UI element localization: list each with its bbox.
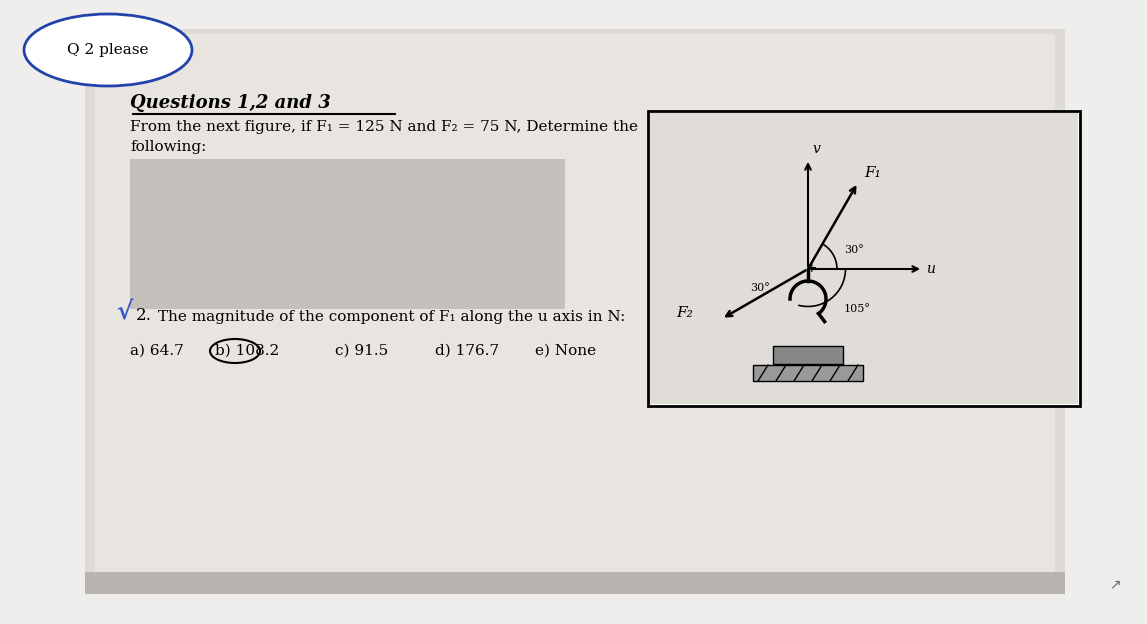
Text: 105°: 105° bbox=[844, 304, 871, 314]
FancyBboxPatch shape bbox=[95, 34, 1055, 584]
Text: 2.: 2. bbox=[136, 307, 151, 324]
FancyBboxPatch shape bbox=[130, 159, 565, 309]
FancyBboxPatch shape bbox=[752, 365, 863, 381]
Text: 30°: 30° bbox=[844, 245, 864, 255]
FancyBboxPatch shape bbox=[650, 113, 1078, 404]
Text: d) 176.7: d) 176.7 bbox=[435, 344, 499, 358]
Text: +: + bbox=[805, 261, 817, 275]
Text: b) 108.2: b) 108.2 bbox=[214, 344, 279, 358]
Text: Questions 1,2 and 3: Questions 1,2 and 3 bbox=[130, 94, 330, 112]
Text: c) 91.5: c) 91.5 bbox=[335, 344, 388, 358]
Text: From the next figure, if F₁ = 125 N and F₂ = 75 N, Determine the: From the next figure, if F₁ = 125 N and … bbox=[130, 120, 638, 134]
Text: ↗: ↗ bbox=[1109, 577, 1121, 591]
Ellipse shape bbox=[24, 14, 192, 86]
Text: u: u bbox=[926, 262, 935, 276]
FancyBboxPatch shape bbox=[85, 572, 1066, 594]
Text: v: v bbox=[812, 142, 820, 156]
Text: The magnitude of the component of F₁ along the u axis in N:: The magnitude of the component of F₁ alo… bbox=[153, 310, 625, 324]
FancyBboxPatch shape bbox=[85, 29, 1066, 594]
Text: Q 2 please: Q 2 please bbox=[68, 43, 149, 57]
Text: a) 64.7: a) 64.7 bbox=[130, 344, 184, 358]
Text: e) None: e) None bbox=[535, 344, 596, 358]
Text: 30°: 30° bbox=[750, 283, 770, 293]
Text: F₁: F₁ bbox=[864, 167, 881, 180]
FancyBboxPatch shape bbox=[648, 111, 1080, 406]
Text: following:: following: bbox=[130, 140, 206, 154]
Text: √: √ bbox=[116, 300, 132, 324]
FancyBboxPatch shape bbox=[773, 346, 843, 364]
Text: F₂: F₂ bbox=[677, 306, 694, 320]
